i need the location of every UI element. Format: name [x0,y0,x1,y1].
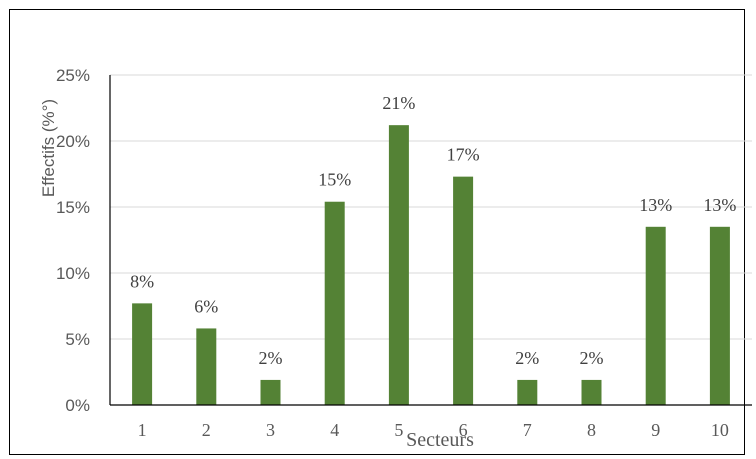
data-label: 17% [447,145,480,165]
bar [645,226,666,405]
x-tick-label: 1 [138,420,147,440]
x-tick-label: 5 [394,420,403,440]
bar [324,201,345,405]
bar [453,176,474,405]
x-tick-label: 7 [523,420,532,440]
data-label: 13% [703,195,736,215]
y-tick-label: 10% [56,264,90,283]
y-tick-labels: 0% 5% 10% 15% 20% 25% [56,66,90,415]
y-tick-label: 5% [65,330,90,349]
y-tick-label: 20% [56,132,90,151]
bar [709,226,730,405]
x-tick-label: 3 [266,420,275,440]
data-label: 21% [382,93,415,113]
x-tick-label: 10 [711,420,729,440]
bars [132,125,730,405]
x-tick-label: 4 [330,420,339,440]
x-tick-label: 8 [587,420,596,440]
x-axis-title: Secteurs [406,429,474,451]
data-label: 13% [639,195,672,215]
data-label: 8% [130,271,154,291]
bar [517,379,538,405]
x-tick-label: 9 [651,420,660,440]
data-label: 15% [318,170,351,190]
x-tick-label: 2 [202,420,211,440]
data-label: 2% [515,348,539,368]
y-tick-label: 0% [65,396,90,415]
bar [132,303,153,405]
bar [196,328,217,405]
x-tick-labels: 1 2 3 4 5 6 7 8 9 10 [138,420,729,440]
x-tick-label: 6 [459,420,468,440]
bar [581,379,602,405]
chart-frame [9,9,745,455]
data-label: 2% [259,348,283,368]
y-tick-label: 25% [56,66,90,85]
bar [388,125,409,405]
data-label: 6% [194,296,218,316]
data-label: 2% [580,348,604,368]
y-axis-title: Effectifs (%°) [39,99,58,197]
bar [260,379,281,405]
data-labels: 8% 6% 2% 15% 21% 17% 2% 2% 13% 13% [130,93,736,368]
gridlines [110,74,752,340]
y-tick-label: 15% [56,198,90,217]
